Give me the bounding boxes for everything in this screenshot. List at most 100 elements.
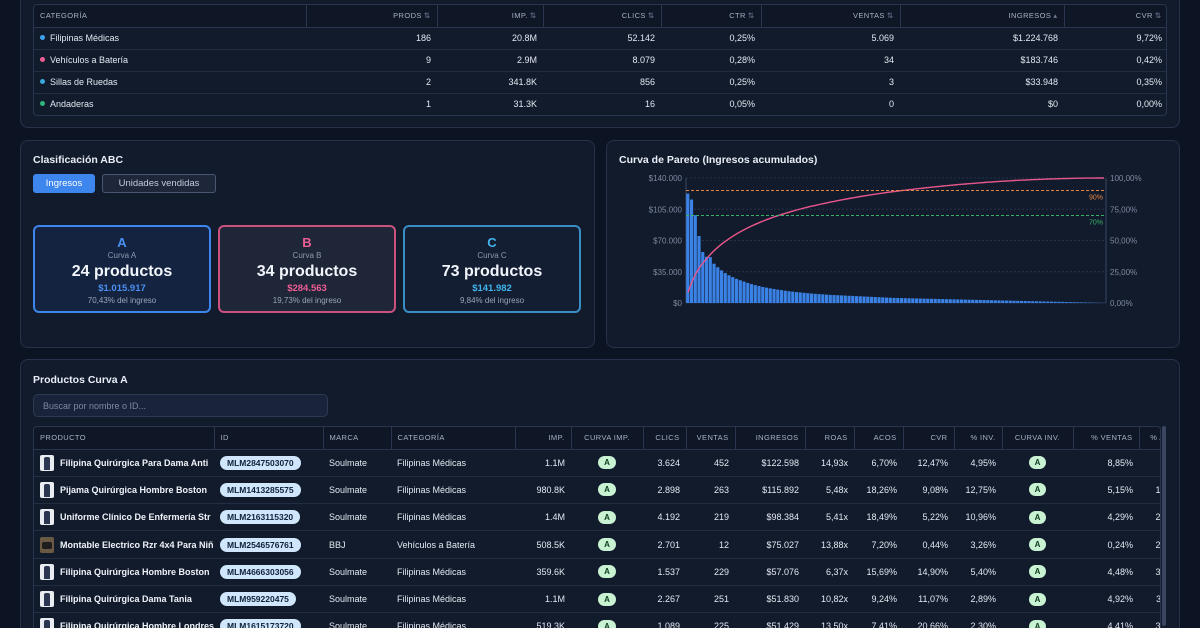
- category-cell-ventas: 0: [761, 93, 900, 115]
- category-cell-name: Andaderas: [34, 93, 306, 115]
- productos-col-header[interactable]: CURVA IMP.: [571, 427, 644, 450]
- product-name[interactable]: Filipina Quirúrgica Dama Tania: [60, 594, 192, 605]
- pareto-bar: [907, 298, 911, 303]
- product-id-pill[interactable]: MLM959220475: [220, 592, 296, 607]
- product-cell-inv: 12,75%: [954, 476, 1002, 505]
- productos-col-header[interactable]: VENTAS: [686, 427, 736, 450]
- productos-col-header[interactable]: INGRESOS: [735, 427, 806, 450]
- product-row[interactable]: Filipina Quirúrgica Dama Tania MLM9592204…: [34, 585, 1160, 614]
- product-cell-name: Uniforme Clínico De Enfermería Str: [34, 503, 214, 532]
- pareto-bar: [791, 291, 795, 303]
- tab-unidades-vendidas[interactable]: Unidades vendidas: [102, 174, 216, 193]
- productos-col-header[interactable]: % ACUM.: [1139, 427, 1160, 450]
- product-row[interactable]: Filipina Quirúrgica Hombre Londres MLM161…: [34, 612, 1160, 628]
- category-col-header[interactable]: VENTAS ⇅: [761, 5, 901, 28]
- pareto-bar: [1008, 300, 1012, 303]
- product-cell-id: MLM2847503070: [214, 449, 323, 477]
- product-cell-clics: 3.624: [643, 449, 686, 477]
- pareto-bar: [798, 292, 802, 303]
- y2-tick-label: 0,00%: [1110, 299, 1133, 308]
- productos-col-header[interactable]: CATEGORÍA: [391, 427, 516, 450]
- product-name[interactable]: Filipina Quirúrgica Hombre Londres: [60, 621, 214, 628]
- product-cell-acum: 32,51%: [1139, 558, 1160, 586]
- product-id-pill[interactable]: MLM1615173720: [220, 619, 301, 628]
- search-input[interactable]: [33, 394, 328, 417]
- product-name[interactable]: Pijama Quirúrgica Hombre Boston: [60, 484, 208, 495]
- product-cell-curva_imp: A: [571, 612, 643, 628]
- category-col-header[interactable]: CTR ⇅: [661, 5, 762, 28]
- productos-col-header[interactable]: ROAS: [805, 427, 855, 450]
- productos-col-header[interactable]: ID: [214, 427, 324, 450]
- pareto-bar: [933, 298, 937, 303]
- productos-col-header[interactable]: CURVA INV.: [1002, 427, 1074, 450]
- product-count: 73 productos: [441, 263, 543, 280]
- cell-value: 9,72%: [1136, 33, 1162, 43]
- productos-table-wrap: PRODUCTO ID MARCA CATEGORÍA IMP. CURVA IMP. CL…: [33, 426, 1161, 628]
- product-id-pill[interactable]: MLM2546576761: [220, 537, 301, 552]
- category-col-header[interactable]: CLICS ⇅: [543, 5, 662, 28]
- product-id-pill[interactable]: MLM2847503070: [220, 455, 301, 470]
- product-cell-name: Filipina Quirúrgica Hombre Boston: [34, 558, 214, 586]
- category-row[interactable]: Vehículos a Batería 9 2.9M 8.079 0,28% 34 $183…: [34, 49, 1166, 72]
- product-thumbnail: [40, 618, 54, 628]
- category-cell-cvr: 9,72%: [1064, 27, 1166, 50]
- cell-value: 5.069: [871, 33, 894, 43]
- pareto-bar: [1083, 302, 1087, 303]
- product-cell-acum: 28,56%: [1139, 530, 1160, 559]
- pareto-bar: [851, 295, 855, 303]
- category-col-header[interactable]: CATEGORÍA: [34, 5, 307, 28]
- product-cell-cvr: 9,08%: [903, 476, 954, 505]
- product-name[interactable]: Montable Electrico Rzr 4x4 Para Niñ: [60, 539, 214, 550]
- pareto-bar: [1068, 302, 1072, 303]
- pareto-bar: [959, 299, 964, 303]
- curva-badge: A: [598, 592, 616, 606]
- category-row[interactable]: Sillas de Ruedas 2 341.8K 856 0,25% 3 $33.948 0…: [34, 71, 1166, 94]
- pareto-bar: [768, 288, 772, 303]
- product-cell-pventas: 4,48%: [1073, 558, 1139, 586]
- pareto-bar: [892, 297, 896, 303]
- curva-c-card[interactable]: C Curva C 73 productos $141.982 9,84% del in…: [403, 225, 581, 313]
- curva-b-card[interactable]: B Curva B 34 productos $284.563 19,73% del i…: [218, 225, 396, 313]
- product-cell-curva_imp: A: [571, 585, 643, 614]
- category-col-header[interactable]: PRODS ⇅: [306, 5, 438, 28]
- productos-col-header[interactable]: IMP.: [515, 427, 572, 450]
- category-row[interactable]: Filipinas Médicas 186 20.8M 52.142 0,25% 5.06…: [34, 27, 1166, 50]
- pareto-bar: [1064, 302, 1069, 303]
- product-row[interactable]: Montable Electrico Rzr 4x4 Para Niñ MLM25…: [34, 530, 1160, 559]
- product-row[interactable]: Uniforme Clínico De Enfermería Str MLM216…: [34, 503, 1160, 532]
- table-scrollbar[interactable]: [1162, 426, 1166, 626]
- product-id-pill[interactable]: MLM1413285575: [220, 482, 301, 497]
- productos-col-header[interactable]: MARCA: [323, 427, 392, 450]
- productos-col-header[interactable]: PRODUCTO: [34, 427, 215, 450]
- productos-col-header[interactable]: ACOS: [854, 427, 904, 450]
- productos-col-header[interactable]: % INV.: [954, 427, 1003, 450]
- product-cell-cat: Filipinas Médicas: [391, 449, 515, 477]
- product-name[interactable]: Filipina Quirúrgica Hombre Boston: [60, 566, 210, 577]
- productos-col-header[interactable]: % VENTAS: [1073, 427, 1140, 450]
- cell-value: 341.8K: [508, 77, 537, 87]
- cell-value: 0,28%: [729, 55, 755, 65]
- product-id-pill[interactable]: MLM4666303056: [220, 564, 301, 579]
- category-col-header[interactable]: CVR ⇅: [1064, 5, 1166, 28]
- product-cell-cvr: 0,44%: [903, 530, 954, 559]
- product-count: 34 productos: [256, 263, 358, 280]
- productos-col-header[interactable]: CVR: [903, 427, 955, 450]
- category-cell-ingresos: $1.224.768: [900, 27, 1064, 50]
- product-cell-acum: 23,35%: [1139, 503, 1160, 532]
- product-cell-inv: 2,89%: [954, 585, 1002, 614]
- pareto-bar: [971, 299, 975, 303]
- product-row[interactable]: Pijama Quirúrgica Hombre Boston MLM141328…: [34, 476, 1160, 505]
- product-row[interactable]: Filipina Quirúrgica Para Dama Anti MLM284…: [34, 449, 1160, 477]
- curva-a-card[interactable]: A Curva A 24 productos $1.015.917 70,43% del…: [33, 225, 211, 313]
- productos-col-header[interactable]: CLICS: [643, 427, 687, 450]
- category-col-header[interactable]: IMP. ⇅: [437, 5, 544, 28]
- product-name[interactable]: Uniforme Clínico De Enfermería Str: [60, 512, 211, 523]
- product-row[interactable]: Filipina Quirúrgica Hombre Boston MLM4666…: [34, 558, 1160, 586]
- product-name[interactable]: Filipina Quirúrgica Para Dama Anti: [60, 457, 209, 468]
- product-thumbnail: [40, 509, 54, 526]
- tab-ingresos[interactable]: Ingresos: [33, 174, 95, 193]
- product-id-pill[interactable]: MLM2163115320: [220, 510, 301, 525]
- category-col-header[interactable]: INGRESOS ▴: [900, 5, 1065, 28]
- cell-value: 2.9M: [516, 55, 537, 65]
- category-row[interactable]: Andaderas 1 31.3K 16 0,05% 0 $0 0,00%: [34, 93, 1166, 115]
